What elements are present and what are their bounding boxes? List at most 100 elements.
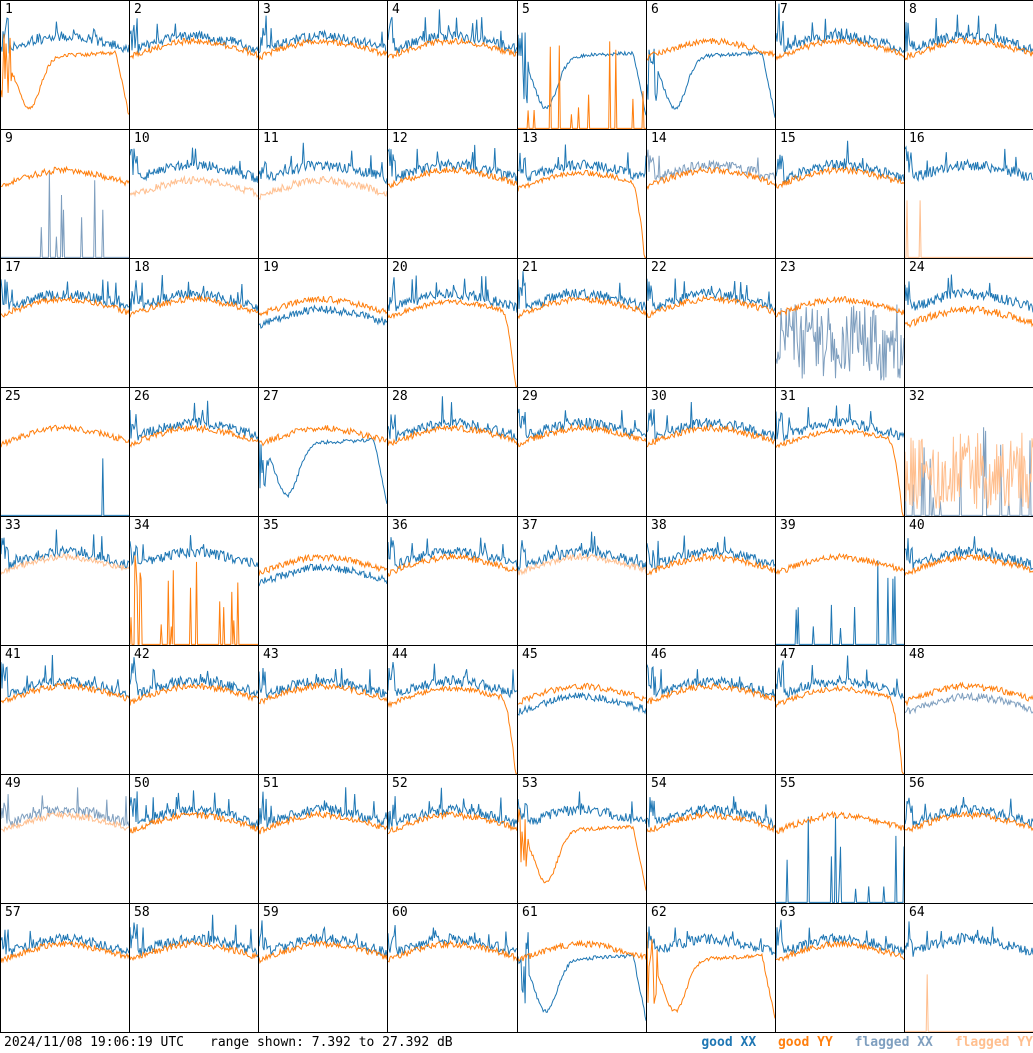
series-yy-good [388,684,517,774]
panel-29: 29 [517,387,647,517]
panel-plot [518,682,646,716]
series-xx-good [130,535,258,568]
series-xx-good [647,401,775,441]
panel-7: 7 [775,0,905,130]
panel-plot [130,535,258,645]
panel-number: 3 [263,2,271,17]
panel-number: 35 [263,518,279,533]
panel-14: 14 [646,129,776,259]
panel-plot [1,17,129,115]
series-xx-good [388,396,517,442]
series-xx-good [518,531,646,572]
series-xx-good [518,32,646,116]
series-xx-flagged [1,787,129,827]
panel-19: 19 [258,258,388,388]
panel-plot [647,796,775,833]
panel-number: 22 [651,260,667,275]
panel-28: 28 [387,387,518,517]
panel-plot [647,926,775,1019]
panel-20: 20 [387,258,518,388]
series-yy-flagged [518,553,646,576]
panel-26: 26 [129,387,259,517]
panel-plot [647,149,775,191]
panel-63: 63 [775,903,905,1033]
series-xx-good [130,274,258,312]
series-yy-good [776,166,904,189]
panel-number: 21 [522,260,538,275]
panel-plot [647,278,775,318]
panel-number: 58 [134,905,150,920]
series-xx-good [518,932,646,1021]
panel-38: 38 [646,516,776,646]
panel-37: 37 [517,516,647,646]
panel-number: 44 [392,647,408,662]
series-xx-good [905,145,1033,182]
panel-plot [130,147,258,198]
panel-number: 52 [392,776,408,791]
series-yy-good [388,166,517,189]
panel-56: 56 [904,774,1033,904]
panel-number: 59 [263,905,279,920]
panel-number: 37 [522,518,538,533]
series-xx-good [1,929,129,956]
series-yy-good [259,809,387,835]
panel-number: 5 [522,2,530,17]
series-yy-good [647,166,775,191]
panel-number: 30 [651,389,667,404]
series-yy-flagged [905,200,1033,258]
series-xx-good [518,408,646,439]
panel-number: 7 [780,2,788,17]
series-yy-good [388,298,517,387]
panel-53: 53 [517,774,647,904]
series-yy-good [776,940,904,963]
panel-plot [259,920,387,965]
legend-flagged-xx: flagged XX [854,1035,933,1050]
panel-plot [130,657,258,706]
series-xx-good [905,921,1033,957]
panel-plot [259,295,387,329]
panel-3: 3 [258,0,388,130]
series-xx-good [388,662,517,699]
panel-33: 33 [0,516,130,646]
panel-number: 55 [780,776,796,791]
panel-15: 15 [775,129,905,259]
panel-plot [776,296,904,381]
panel-plot [1,787,129,833]
panel-number: 45 [522,647,538,662]
series-yy-good [647,294,775,318]
panel-number: 36 [392,518,408,533]
panel-plot [518,531,646,576]
series-xx-good [1,17,129,54]
panel-number: 54 [651,776,667,791]
panel-6: 6 [646,0,776,130]
panel-plot [518,32,646,129]
panel-plot [776,140,904,189]
panel-number: 1 [5,2,13,17]
series-xx-good [647,796,775,829]
panel-39: 39 [775,516,905,646]
panel-number: 18 [134,260,150,275]
series-yy-flagged [259,176,387,201]
panel-number: 41 [5,647,21,662]
series-yy-good [518,295,646,320]
panel-18: 18 [129,258,259,388]
series-yy-good [1,34,129,115]
series-xx-good [130,147,258,184]
panel-number: 23 [780,260,796,275]
panel-plot [1,165,129,258]
panel-plot [1,423,129,516]
series-yy-good [776,810,904,835]
series-xx-good [259,667,387,699]
panel-plot [1,279,129,318]
panel-plot [905,427,1033,516]
series-xx-good [259,437,387,505]
panel-number: 42 [134,647,150,662]
panel-number: 56 [909,776,925,791]
panel-plot [905,274,1033,328]
series-yy-good [130,811,258,834]
series-yy-good [130,683,258,706]
panel-plot [388,9,517,59]
series-xx-good [388,9,517,54]
series-xx-good [259,304,387,329]
series-xx-good [647,48,775,118]
